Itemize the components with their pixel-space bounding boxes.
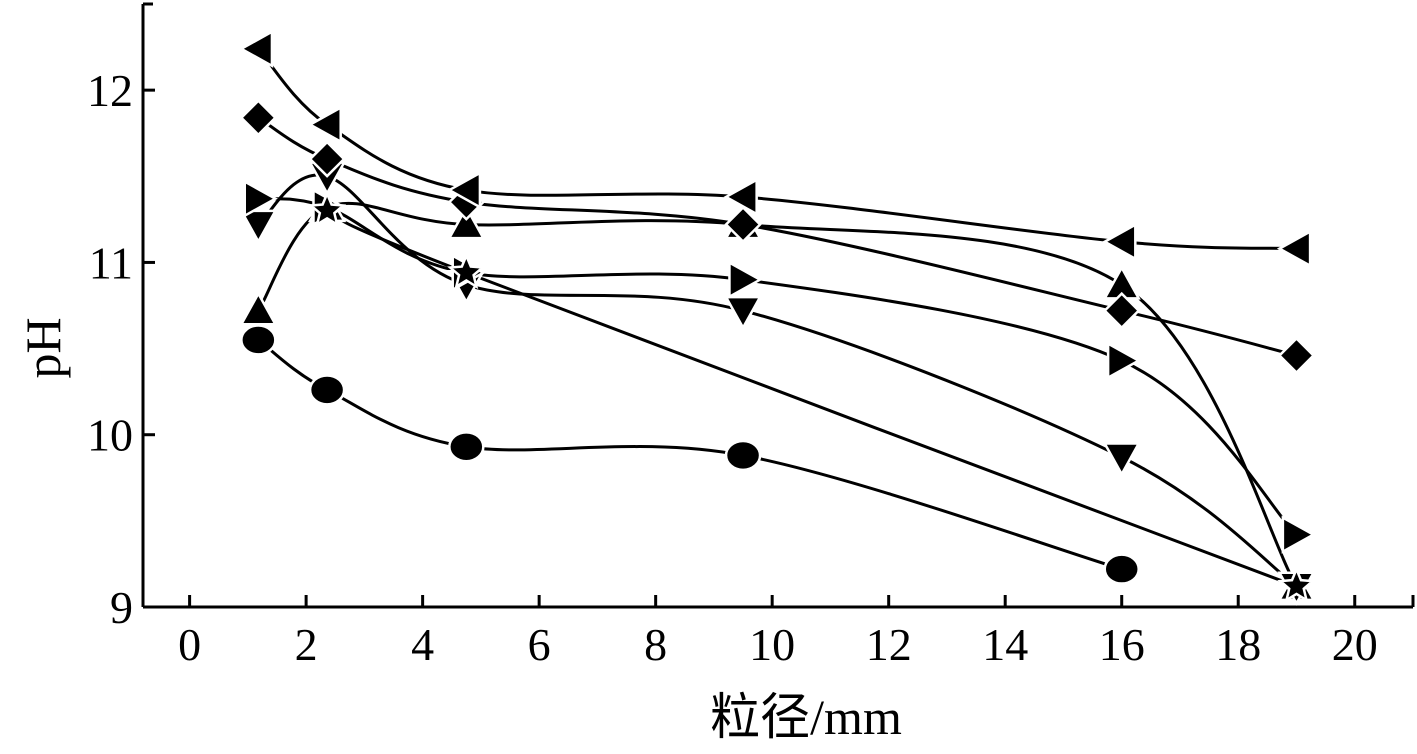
data-point-triangle-left	[1102, 222, 1137, 261]
data-point-triangle-down	[239, 209, 278, 245]
y-axis-title: pH	[15, 317, 71, 378]
data-point-triangle-left	[307, 105, 342, 144]
x-tick-label: 4	[411, 619, 434, 670]
data-point-circle	[448, 431, 485, 463]
x-tick-label: 18	[1215, 619, 1261, 670]
data-point-circle	[1103, 553, 1140, 585]
data-point-triangle-right	[728, 260, 763, 299]
series-line-circle	[256, 338, 1124, 571]
x-tick-label: 2	[295, 619, 318, 670]
data-point-triangle-right	[243, 179, 278, 218]
y-tick-label: 9	[110, 582, 133, 633]
x-tick-label: 8	[644, 619, 667, 670]
data-point-diamond	[1277, 336, 1316, 375]
x-tick-label: 20	[1332, 619, 1378, 670]
data-point-circle	[724, 439, 762, 472]
y-tick-label: 11	[89, 237, 133, 288]
x-tick-label: 12	[866, 619, 912, 670]
x-axis-title: 粒径/mm	[710, 689, 902, 745]
y-tick-label: 10	[87, 410, 133, 461]
x-tick-label: 0	[178, 619, 201, 670]
data-point-diamond	[1102, 291, 1141, 330]
axes: 0 2 4 6 8 10 12 14 16 18 20 9 10 11 12	[87, 2, 1415, 670]
series-markers	[238, 29, 1317, 606]
series-line-triangle-right	[256, 197, 1298, 537]
x-tick-label: 6	[528, 619, 551, 670]
data-point-triangle-right	[1281, 515, 1317, 554]
series-line-triangle-down	[256, 173, 1298, 588]
data-point-triangle-left	[723, 177, 758, 217]
data-point-triangle-down	[1102, 442, 1141, 477]
data-point-triangle-right	[1106, 341, 1142, 380]
data-point-circle	[308, 374, 346, 406]
x-tick-label: 14	[982, 619, 1028, 670]
data-point-star	[307, 190, 347, 228]
data-point-triangle-left	[238, 29, 274, 68]
data-point-diamond	[239, 98, 278, 137]
x-tick-label: 10	[749, 619, 795, 670]
data-point-star	[447, 252, 486, 290]
data-point-triangle-up	[447, 204, 486, 240]
data-point-circle	[240, 324, 277, 356]
data-point-triangle-down	[723, 295, 763, 331]
data-point-triangle-left	[446, 170, 482, 210]
data-point-triangle-up	[239, 291, 278, 326]
data-point-triangle-left	[1276, 229, 1312, 268]
data-point-star	[1277, 566, 1316, 603]
data-point-diamond	[308, 140, 346, 178]
x-tick-label: 16	[1099, 619, 1145, 670]
data-point-diamond	[724, 205, 762, 244]
series-lines	[256, 47, 1298, 588]
y-tick-label: 12	[87, 65, 133, 116]
